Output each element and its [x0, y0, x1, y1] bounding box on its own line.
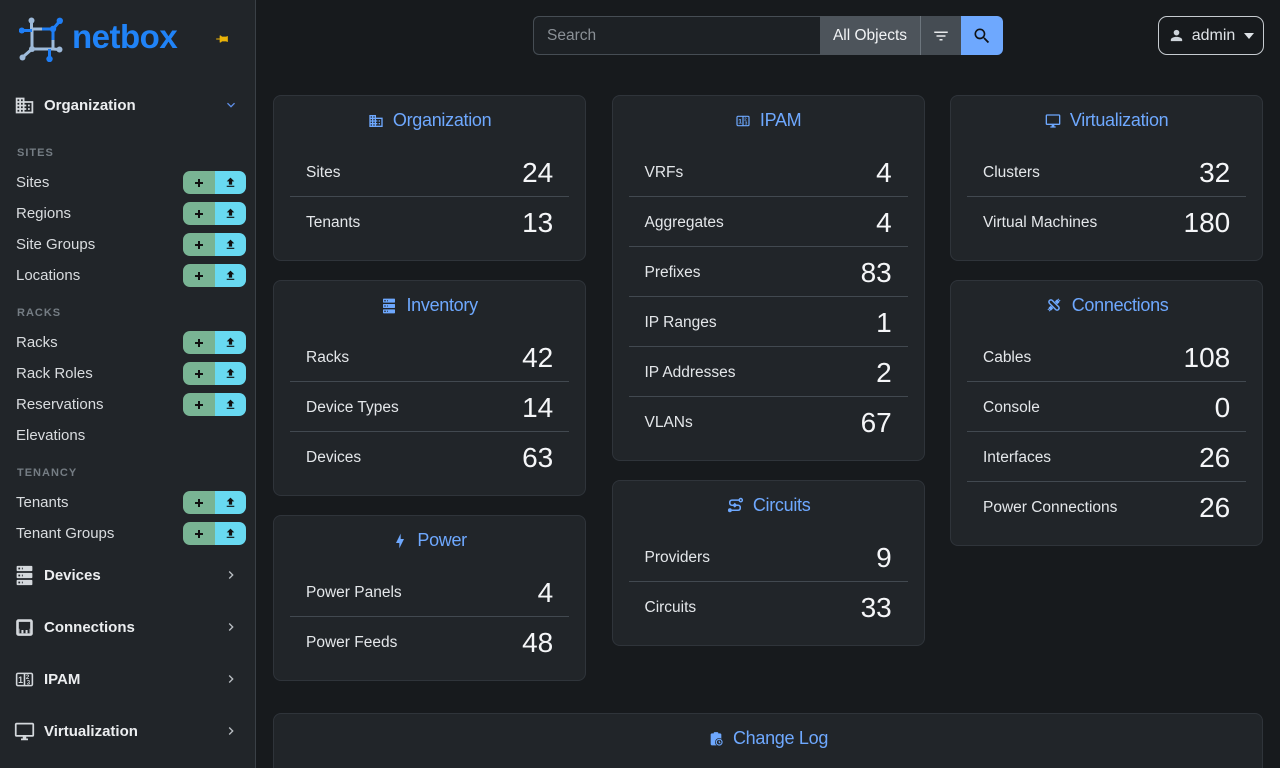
svg-text:1: 1 [738, 119, 742, 126]
svg-text:2: 2 [26, 674, 30, 681]
svg-text:2: 2 [744, 117, 747, 122]
svg-text:3: 3 [27, 679, 31, 686]
svg-text:1: 1 [18, 675, 23, 685]
svg-text:3: 3 [745, 121, 748, 126]
